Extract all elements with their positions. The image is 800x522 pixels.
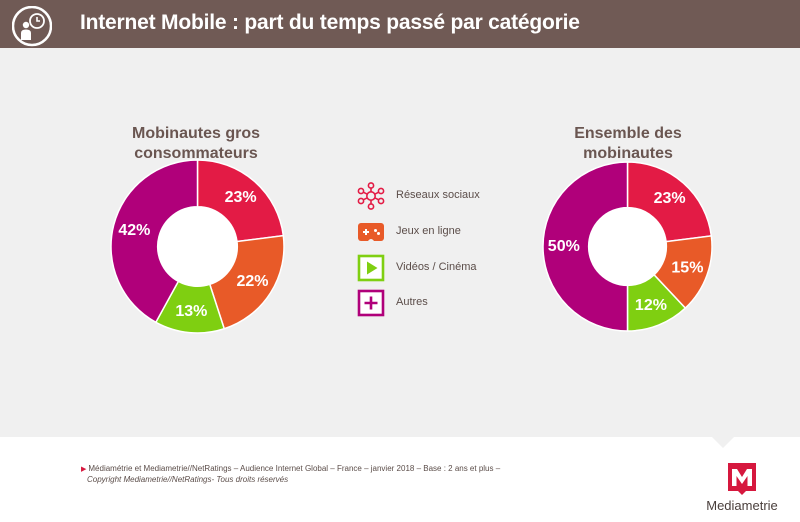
copyright-text: Copyright Mediametrie//NetRatings- Tous …: [87, 475, 289, 484]
donut-chart-gros-consommateurs: 23% 22% 13% 42%: [110, 159, 285, 334]
source-note: ▶ Médiamétrie et Mediametrie//NetRatings …: [81, 464, 500, 485]
chart-title-line: Mobinautes gros: [131, 125, 260, 142]
source-text: Médiamétrie et Mediametrie//NetRatings –…: [88, 464, 501, 473]
network-icon: [357, 182, 385, 210]
legend-label: Jeux en ligne: [396, 225, 461, 237]
user-clock-icon: [11, 5, 53, 64]
donut-hole: [157, 206, 238, 287]
slice-label-jeux: 22%: [236, 273, 268, 290]
source-marker-icon: ▶: [81, 466, 87, 473]
legend-label: Réseaux sociaux: [396, 189, 480, 201]
mediametrie-logo-icon: [728, 463, 756, 495]
chart-title-line: consommateurs: [134, 145, 258, 162]
legend-item-reseaux: Réseaux sociaux: [357, 182, 557, 210]
footer-notch: [711, 436, 735, 448]
gamepad-icon: [358, 223, 384, 241]
slice-label-jeux: 15%: [671, 260, 703, 277]
plus-icon: [357, 289, 385, 317]
slice-label-videos: 12%: [635, 297, 667, 314]
chart-title-line: Ensemble des: [574, 125, 682, 142]
chart-panel: Mobinautes gros consommateurs 23% 22% 13% 4…: [0, 48, 800, 437]
chart-title-gros-consommateurs: Mobinautes gros consommateurs: [106, 124, 286, 164]
footer: ▶ Médiamétrie et Mediametrie//NetRatings …: [0, 436, 800, 522]
page-title: Internet Mobile : part du temps passé pa…: [80, 11, 580, 34]
legend-item-autres: Autres: [357, 289, 557, 317]
chart-title-line: mobinautes: [583, 145, 673, 162]
slice-label-reseaux: 23%: [225, 189, 257, 206]
slice-label-reseaux: 23%: [654, 190, 686, 207]
chart-title-ensemble-mobinautes: Ensemble des mobinautes: [538, 124, 718, 164]
legend-label: Autres: [396, 296, 428, 308]
donut-hole: [588, 207, 667, 286]
slice-label-videos: 13%: [175, 303, 207, 320]
legend-item-jeux: Jeux en ligne: [357, 218, 557, 246]
mediametrie-logo: Mediametrie: [702, 463, 782, 513]
legend-item-videos: Vidéos / Cinéma: [357, 254, 557, 282]
legend-label: Vidéos / Cinéma: [396, 261, 477, 273]
slice-label-autres: 50%: [548, 238, 580, 255]
logo-text: Mediametrie: [706, 498, 778, 513]
slice-label-autres: 42%: [118, 222, 150, 239]
donut-chart-ensemble-mobinautes: 23% 15% 12% 50%: [542, 161, 713, 332]
header-bar: Internet Mobile : part du temps passé pa…: [0, 0, 800, 64]
play-icon: [357, 254, 385, 282]
